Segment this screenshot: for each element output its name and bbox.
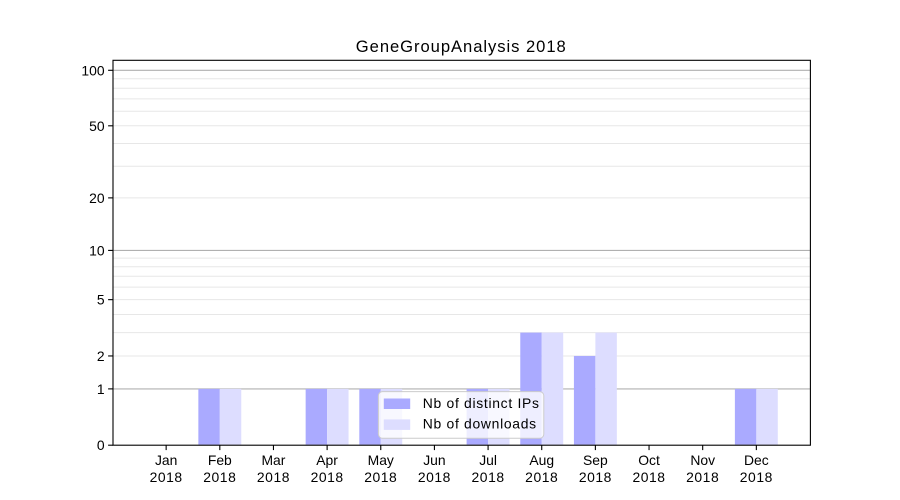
svg-text:2018: 2018 xyxy=(632,469,665,485)
svg-text:0: 0 xyxy=(97,437,105,453)
svg-text:Dec: Dec xyxy=(744,452,769,468)
svg-text:2018: 2018 xyxy=(418,469,451,485)
svg-text:Jun: Jun xyxy=(423,452,445,468)
svg-text:Sep: Sep xyxy=(583,452,608,468)
svg-text:Nb of downloads: Nb of downloads xyxy=(423,416,537,432)
svg-text:Mar: Mar xyxy=(261,452,285,468)
svg-text:2018: 2018 xyxy=(257,469,290,485)
svg-text:Apr: Apr xyxy=(316,452,338,468)
svg-text:Nb of distinct IPs: Nb of distinct IPs xyxy=(423,395,540,411)
svg-text:Nov: Nov xyxy=(690,452,715,468)
svg-text:20: 20 xyxy=(89,190,105,206)
svg-text:Jan: Jan xyxy=(155,452,177,468)
svg-text:GeneGroupAnalysis 2018: GeneGroupAnalysis 2018 xyxy=(356,37,567,56)
svg-text:50: 50 xyxy=(89,118,105,134)
svg-text:Aug: Aug xyxy=(529,452,554,468)
svg-text:Feb: Feb xyxy=(208,452,232,468)
svg-text:2018: 2018 xyxy=(472,469,505,485)
svg-text:2018: 2018 xyxy=(740,469,773,485)
svg-text:2: 2 xyxy=(97,348,105,364)
svg-text:2018: 2018 xyxy=(311,469,344,485)
svg-text:2018: 2018 xyxy=(686,469,719,485)
svg-text:Oct: Oct xyxy=(638,452,660,468)
svg-text:May: May xyxy=(368,452,394,468)
svg-text:1: 1 xyxy=(97,381,105,397)
svg-text:10: 10 xyxy=(89,242,105,258)
svg-text:2018: 2018 xyxy=(525,469,558,485)
svg-text:2018: 2018 xyxy=(579,469,612,485)
svg-text:2018: 2018 xyxy=(203,469,236,485)
svg-text:5: 5 xyxy=(97,292,105,308)
svg-text:Jul: Jul xyxy=(479,452,497,468)
svg-text:2018: 2018 xyxy=(150,469,183,485)
svg-text:2018: 2018 xyxy=(364,469,397,485)
svg-text:100: 100 xyxy=(81,62,104,78)
